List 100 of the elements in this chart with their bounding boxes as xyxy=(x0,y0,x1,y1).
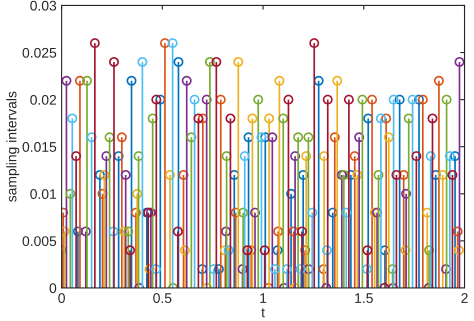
point xyxy=(214,264,224,274)
point xyxy=(104,132,115,142)
point xyxy=(101,151,112,162)
point xyxy=(123,226,134,236)
point xyxy=(238,208,248,218)
point xyxy=(160,38,170,48)
point xyxy=(240,151,250,162)
x-tick-label: 1 xyxy=(260,293,266,303)
point xyxy=(330,132,340,142)
point xyxy=(362,264,372,274)
point xyxy=(452,226,463,236)
y-tick-label: 0.01 xyxy=(30,189,56,199)
point xyxy=(301,151,312,162)
point xyxy=(454,56,464,67)
point xyxy=(442,94,452,105)
point xyxy=(354,132,364,142)
point xyxy=(357,94,368,105)
point xyxy=(319,151,330,162)
point xyxy=(332,76,342,86)
point xyxy=(411,151,422,162)
point xyxy=(80,226,91,236)
point xyxy=(438,170,448,180)
point xyxy=(341,208,352,218)
point xyxy=(165,170,175,180)
point xyxy=(208,264,219,274)
point xyxy=(380,245,390,256)
point xyxy=(290,151,300,162)
point xyxy=(328,208,338,218)
point xyxy=(229,170,240,180)
point xyxy=(230,208,241,218)
point xyxy=(404,113,414,124)
point xyxy=(376,113,386,124)
x-tick-label: 2 xyxy=(461,293,468,303)
point xyxy=(372,208,382,218)
point xyxy=(314,76,324,86)
point xyxy=(74,76,85,86)
point xyxy=(454,245,464,256)
point xyxy=(270,264,280,274)
point xyxy=(172,226,183,236)
point xyxy=(146,208,156,218)
point xyxy=(440,264,451,274)
point xyxy=(233,56,244,67)
point xyxy=(168,38,178,48)
point xyxy=(211,56,222,67)
point xyxy=(182,76,192,86)
point xyxy=(304,264,314,274)
point xyxy=(296,264,306,274)
point xyxy=(98,188,108,199)
point xyxy=(260,245,270,256)
point xyxy=(116,132,127,142)
point xyxy=(67,113,78,124)
point xyxy=(293,132,304,142)
point xyxy=(274,76,284,86)
point xyxy=(90,38,100,48)
point xyxy=(126,76,137,86)
x-tick-label: 1.5 xyxy=(355,293,373,303)
point xyxy=(247,113,258,124)
point xyxy=(388,264,398,274)
point xyxy=(427,113,438,124)
point xyxy=(221,226,232,236)
y-tick-label: 0.025 xyxy=(22,48,56,58)
point xyxy=(426,151,436,162)
point xyxy=(286,188,296,199)
point xyxy=(414,94,424,105)
point xyxy=(367,94,378,105)
point xyxy=(86,132,97,142)
point xyxy=(197,264,208,274)
point xyxy=(344,94,354,105)
point xyxy=(260,132,270,142)
point xyxy=(198,113,208,124)
point xyxy=(125,245,136,256)
point xyxy=(384,132,394,142)
point xyxy=(151,94,162,105)
point xyxy=(408,94,418,105)
point xyxy=(150,264,161,274)
point xyxy=(225,113,236,124)
point xyxy=(418,94,428,105)
point xyxy=(190,94,200,105)
point xyxy=(108,226,118,236)
point xyxy=(224,245,234,256)
point xyxy=(222,151,232,162)
point xyxy=(178,170,188,180)
point xyxy=(434,76,444,86)
point xyxy=(307,208,318,218)
point xyxy=(173,56,184,67)
point xyxy=(322,245,332,256)
point xyxy=(238,264,248,274)
point xyxy=(300,245,310,256)
point xyxy=(278,113,288,124)
point xyxy=(272,245,283,256)
x-tick-label: 0.5 xyxy=(153,293,172,303)
point xyxy=(204,56,215,67)
y-tick-label: 0.02 xyxy=(30,94,56,105)
point xyxy=(216,94,226,105)
point xyxy=(322,94,333,105)
y-tick-label: 0.015 xyxy=(22,142,56,152)
point xyxy=(120,170,131,180)
point xyxy=(267,132,278,142)
point xyxy=(283,94,294,105)
point xyxy=(381,113,392,124)
